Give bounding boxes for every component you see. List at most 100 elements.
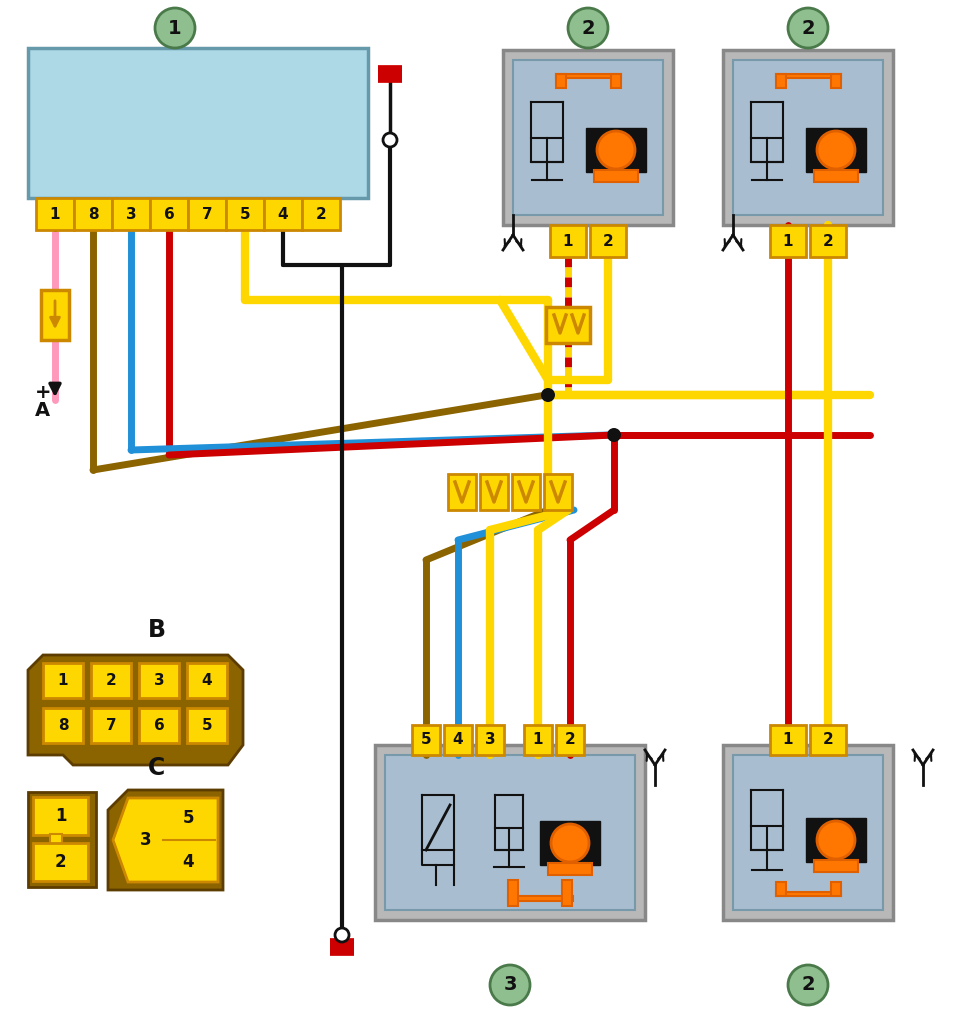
Text: 1: 1 [533, 732, 543, 747]
Text: 1: 1 [782, 234, 793, 248]
Bar [770, 725, 806, 755]
Bar [187, 663, 227, 698]
Bar [512, 474, 540, 510]
Bar [733, 60, 883, 215]
Bar [375, 745, 645, 920]
Bar [444, 725, 472, 755]
Circle shape [568, 8, 608, 48]
Text: 4: 4 [202, 673, 212, 688]
Bar [43, 708, 83, 743]
Bar [770, 225, 806, 257]
Bar [480, 474, 508, 510]
Bar [508, 880, 518, 906]
Bar [50, 834, 62, 844]
Text: 2: 2 [802, 975, 815, 994]
Bar [503, 50, 673, 225]
Text: 3: 3 [140, 831, 152, 849]
Circle shape [155, 8, 195, 48]
Text: 8: 8 [58, 718, 68, 733]
Bar [556, 74, 621, 78]
Text: 2: 2 [106, 673, 116, 688]
Bar [548, 863, 592, 875]
Text: 5: 5 [202, 718, 212, 733]
Bar [562, 880, 572, 906]
Bar [586, 128, 646, 172]
Bar [524, 725, 552, 755]
Text: A: A [35, 401, 50, 420]
Bar [776, 74, 786, 88]
Bar [187, 708, 227, 743]
Text: 1: 1 [50, 206, 60, 222]
Polygon shape [28, 655, 243, 765]
Bar [733, 755, 883, 910]
Bar [611, 74, 621, 88]
Bar [546, 307, 590, 343]
Bar [590, 225, 626, 257]
Bar [448, 474, 476, 510]
Bar [806, 818, 866, 862]
Text: 3: 3 [503, 975, 516, 994]
Bar [476, 725, 504, 755]
Bar [74, 198, 112, 230]
Text: 5: 5 [240, 206, 251, 222]
Bar [831, 74, 841, 88]
Bar [43, 663, 83, 698]
Circle shape [597, 131, 635, 169]
Text: 1: 1 [782, 732, 793, 747]
Text: 3: 3 [485, 732, 495, 747]
Bar [28, 48, 368, 198]
Bar [810, 725, 846, 755]
Circle shape [541, 388, 555, 402]
Bar [91, 663, 131, 698]
Bar [150, 198, 188, 230]
Bar [540, 821, 600, 865]
Bar [508, 896, 573, 901]
Text: 2: 2 [823, 732, 833, 747]
Bar [776, 74, 841, 78]
Bar [513, 60, 663, 215]
Text: B: B [148, 618, 166, 642]
Bar [544, 474, 572, 510]
Text: 1: 1 [55, 807, 66, 825]
Text: 6: 6 [163, 206, 175, 222]
Text: 4: 4 [453, 732, 464, 747]
Circle shape [788, 8, 828, 48]
Text: 2: 2 [55, 853, 66, 871]
Circle shape [788, 965, 828, 1005]
Polygon shape [113, 798, 218, 882]
Text: 2: 2 [564, 732, 575, 747]
Text: 4: 4 [182, 853, 194, 871]
Bar [36, 198, 74, 230]
Bar [776, 882, 786, 896]
Bar [776, 892, 841, 896]
Text: 2: 2 [802, 18, 815, 38]
Text: 4: 4 [277, 206, 288, 222]
Bar [112, 198, 150, 230]
Text: 3: 3 [126, 206, 136, 222]
Bar [33, 797, 88, 835]
Text: C: C [148, 756, 165, 780]
Circle shape [551, 824, 589, 862]
Bar [302, 198, 340, 230]
Text: +: + [35, 383, 52, 402]
Bar [594, 171, 638, 182]
Text: 7: 7 [202, 206, 212, 222]
Text: 1: 1 [168, 18, 181, 38]
Circle shape [490, 965, 530, 1005]
Text: 7: 7 [106, 718, 116, 733]
Bar [723, 50, 893, 225]
Bar [91, 708, 131, 743]
Circle shape [817, 821, 855, 859]
Bar [412, 725, 440, 755]
Bar [226, 198, 264, 230]
Text: 6: 6 [154, 718, 164, 733]
Bar [810, 225, 846, 257]
Circle shape [817, 131, 855, 169]
Bar [41, 290, 69, 340]
Bar [188, 198, 226, 230]
Bar [814, 860, 858, 872]
Text: 2: 2 [316, 206, 326, 222]
Bar [264, 198, 302, 230]
Bar [814, 171, 858, 182]
Bar [831, 882, 841, 896]
